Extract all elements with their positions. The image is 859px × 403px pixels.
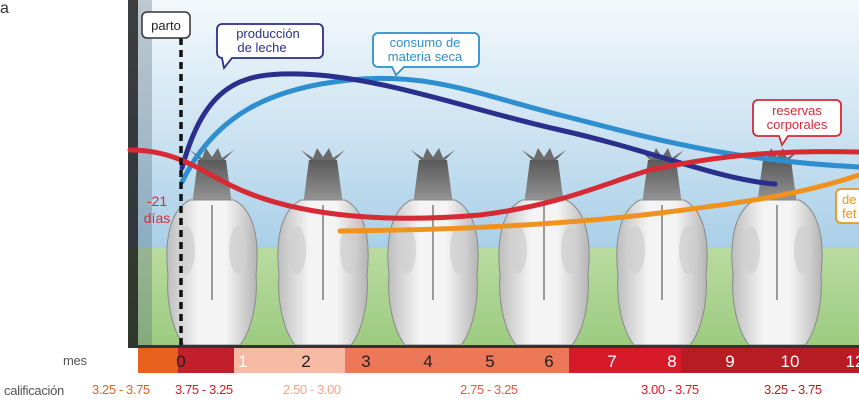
score-range-5: 3.25 - 3.75	[764, 382, 822, 397]
score-range-3: 2.75 - 3.25	[460, 382, 518, 397]
month-bar-segment	[513, 347, 569, 373]
fetal-label-line1: de	[842, 192, 856, 207]
parto-label: parto	[151, 18, 181, 33]
fetal-callout	[835, 188, 859, 224]
month-tick-label: 4	[423, 352, 432, 371]
month-tick-label: 1	[238, 352, 247, 371]
month-tick-label: 6	[544, 352, 553, 371]
month-bar-edge	[128, 345, 859, 348]
month-tick-label: 10	[781, 352, 800, 371]
month-tick-label: 12	[846, 352, 859, 371]
month-tick-label: 3	[361, 352, 370, 371]
dmi-label-line2: materia seca	[388, 49, 463, 64]
reserves-callout	[752, 99, 842, 148]
month-bar-segment	[234, 347, 290, 373]
parto-callout	[141, 11, 191, 39]
score-range-4: 3.00 - 3.75	[641, 382, 699, 397]
score-range-0: 3.25 - 3.75	[92, 382, 150, 397]
month-tick-label: 8	[667, 352, 676, 371]
cow-rear-view	[166, 148, 258, 346]
dmi-curve	[179, 75, 859, 185]
month-bar-segment	[625, 347, 681, 373]
month-axis-label: mes	[63, 353, 87, 368]
cow-rear-view	[498, 148, 590, 346]
month-bar-segment	[681, 347, 737, 373]
month-bar-segment	[138, 347, 178, 373]
milk-label-line1: producción	[236, 26, 300, 41]
month-bar-segment	[569, 347, 625, 373]
month-tick-label: 7	[607, 352, 616, 371]
month-tick-label: 0	[176, 352, 185, 371]
fetal-label-line2: fet	[842, 206, 857, 221]
cow-rear-view	[731, 148, 823, 346]
month-bar-segment	[737, 347, 859, 373]
month-tick-label: 5	[485, 352, 494, 371]
reserves-curve	[127, 147, 859, 221]
month-bar-segment	[290, 347, 345, 373]
reserves-label-line2: corporales	[767, 117, 828, 132]
month-tick-label: 9	[725, 352, 734, 371]
milk-label-line2: de leche	[237, 40, 286, 55]
cow-rear-view	[277, 148, 369, 346]
fetal-curve	[337, 172, 859, 234]
dmi-label-line1: consumo de	[390, 35, 461, 50]
minus21-line2: días	[144, 210, 170, 226]
cow-rear-view	[387, 148, 479, 346]
milk-callout	[216, 23, 324, 71]
month-bar: 01234567891012	[128, 345, 859, 373]
reserves-label-line1: reservas	[772, 103, 822, 118]
score-axis-label: calificación	[4, 383, 64, 398]
score-range-1: 3.75 - 3.25	[175, 382, 233, 397]
month-bar-segment	[178, 347, 234, 373]
left-shadow-soft	[138, 0, 152, 345]
left-shadow	[128, 0, 138, 345]
dmi-callout	[372, 32, 480, 77]
month-tick-label: 2	[301, 352, 310, 371]
panel-letter: a	[0, 0, 9, 17]
minus21-line1: -21	[147, 193, 167, 209]
month-bar-segment	[457, 347, 513, 373]
month-bar-segment	[345, 347, 401, 373]
cow-rear-view	[616, 148, 708, 346]
month-bar-segment	[401, 347, 457, 373]
score-range-2: 2.50 - 3.00	[283, 382, 341, 397]
